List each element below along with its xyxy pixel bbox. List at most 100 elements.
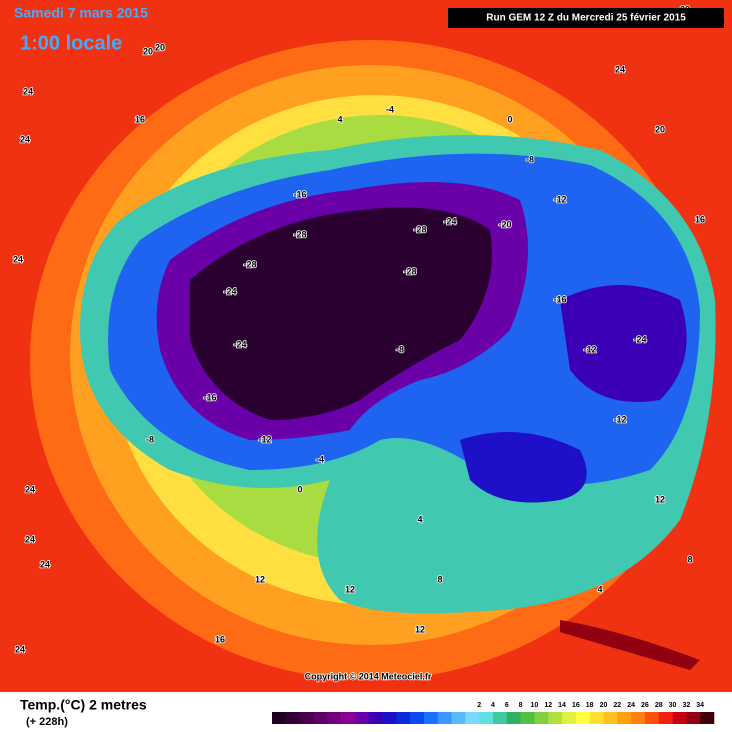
map-label: 12 <box>415 624 425 634</box>
map-label: -24 <box>223 286 236 296</box>
map-label: -8 <box>526 154 534 164</box>
colorbar-swatch <box>437 712 452 724</box>
colorbar-swatch <box>327 712 342 724</box>
map-label: -16 <box>553 294 566 304</box>
colorbar-swatch <box>341 712 356 724</box>
colorbar-swatch <box>313 712 328 724</box>
colorbar-tick-label: 34 <box>696 702 704 709</box>
map-label: 16 <box>215 634 225 644</box>
temp-zone <box>190 207 492 420</box>
colorbar-swatch <box>575 712 590 724</box>
map-label: 24 <box>23 86 33 96</box>
variable: Temp.(°C) 2 metres <box>20 697 147 713</box>
colorbar-swatch <box>299 712 314 724</box>
map-label: 24 <box>15 644 25 654</box>
colorbar-tick-label: 22 <box>613 702 621 709</box>
colorbar-swatch <box>382 712 397 724</box>
map-label: -24 <box>443 216 456 226</box>
run: Run GEM 12 Z du Mercredi 25 février 2015 <box>486 13 686 24</box>
colorbar-swatch <box>644 712 660 724</box>
colorbar-swatch <box>423 712 439 724</box>
colorbar-swatch <box>548 712 563 724</box>
map-label: 16 <box>695 214 705 224</box>
colorbar-tick-label: 30 <box>669 702 677 709</box>
colorbar-tick-label: 18 <box>586 702 594 709</box>
colorbar-swatch <box>562 712 577 724</box>
colorbar-swatch <box>451 712 466 724</box>
map-label: -8 <box>396 344 404 354</box>
map-label: 24 <box>40 559 50 569</box>
colorbar-swatch <box>479 712 494 724</box>
lead-time: (+ 228h) <box>26 716 68 728</box>
colorbar-swatch <box>658 712 673 724</box>
map-label: -28 <box>243 259 256 269</box>
map-label: -16 <box>293 189 306 199</box>
copyright: Copyright © 2014 Meteociel.fr <box>305 671 432 681</box>
map-label: 4 <box>337 114 342 124</box>
colorbar-swatch <box>493 712 508 724</box>
colorbar-tick-label: 20 <box>600 702 608 709</box>
colorbar-tick-label: 4 <box>491 702 495 709</box>
colorbar-swatch <box>272 712 287 724</box>
colorbar-tick-label: 12 <box>544 702 552 709</box>
colorbar-swatch <box>520 712 535 724</box>
map-label: -16 <box>203 392 216 402</box>
colorbar-swatch <box>354 712 369 724</box>
colorbar-swatch <box>396 712 411 724</box>
colorbar-swatch <box>465 712 480 724</box>
map-label: -4 <box>316 454 324 464</box>
colorbar-swatch <box>700 712 715 724</box>
colorbar-swatch <box>617 712 632 724</box>
colorbar-tick-label: 2 <box>477 702 481 709</box>
map-label: 24 <box>25 484 35 494</box>
map-label: 8 <box>687 554 692 564</box>
temp-zone <box>560 620 700 670</box>
map-label: 0 <box>507 114 512 124</box>
map-label: 12 <box>255 574 265 584</box>
map-label: -12 <box>613 414 626 424</box>
map-label: 24 <box>25 534 35 544</box>
colorbar-swatch <box>368 712 383 724</box>
map-label: -12 <box>258 434 271 444</box>
date: Samedi 7 mars 2015 <box>14 5 148 21</box>
map-label: 24 <box>20 134 30 144</box>
map-label: -24 <box>633 334 646 344</box>
map-label: 4 <box>417 514 422 524</box>
colorbar: 2 4 6 8 10 12 14 16 18 20 22 24 26 28 30 32 34 <box>272 702 715 724</box>
colorbar-swatch <box>410 712 425 724</box>
colorbar-tick-label: 8 <box>519 702 523 709</box>
map-label: 16 <box>135 114 145 124</box>
run-box <box>448 8 724 28</box>
colorbar-tick-label: 24 <box>627 702 635 709</box>
map-label: 20 <box>143 46 153 56</box>
map-label: -28 <box>293 229 306 239</box>
temp-zone <box>560 285 687 402</box>
map-label: 24 <box>615 64 625 74</box>
map-label: 24 <box>13 254 23 264</box>
map-label: -28 <box>403 266 416 276</box>
colorbar-tick-label: 14 <box>558 702 566 709</box>
colorbar-tick-label: 6 <box>505 702 509 709</box>
temp-zone <box>460 432 587 503</box>
map-label: -12 <box>553 194 566 204</box>
colorbar-tick-label: 26 <box>641 702 649 709</box>
map-label: 12 <box>655 494 665 504</box>
map-label: 20 <box>655 124 665 134</box>
colorbar-swatch <box>686 712 701 724</box>
colorbar-swatch <box>285 712 300 724</box>
colorbar-swatch <box>631 712 646 724</box>
colorbar-swatch <box>603 712 618 724</box>
colorbar-tick-label: 16 <box>572 702 580 709</box>
map-label: 20 <box>155 42 165 52</box>
colorbar-tick-label: 28 <box>655 702 663 709</box>
colorbar-swatch <box>534 712 549 724</box>
map-label: -8 <box>146 434 154 444</box>
colorbar-swatch <box>589 712 604 724</box>
map-label: -28 <box>413 224 426 234</box>
map-label: 12 <box>345 584 355 594</box>
colorbar-tick-label: 10 <box>531 702 539 709</box>
map-label: -20 <box>498 219 511 229</box>
map-label: -24 <box>233 339 246 349</box>
